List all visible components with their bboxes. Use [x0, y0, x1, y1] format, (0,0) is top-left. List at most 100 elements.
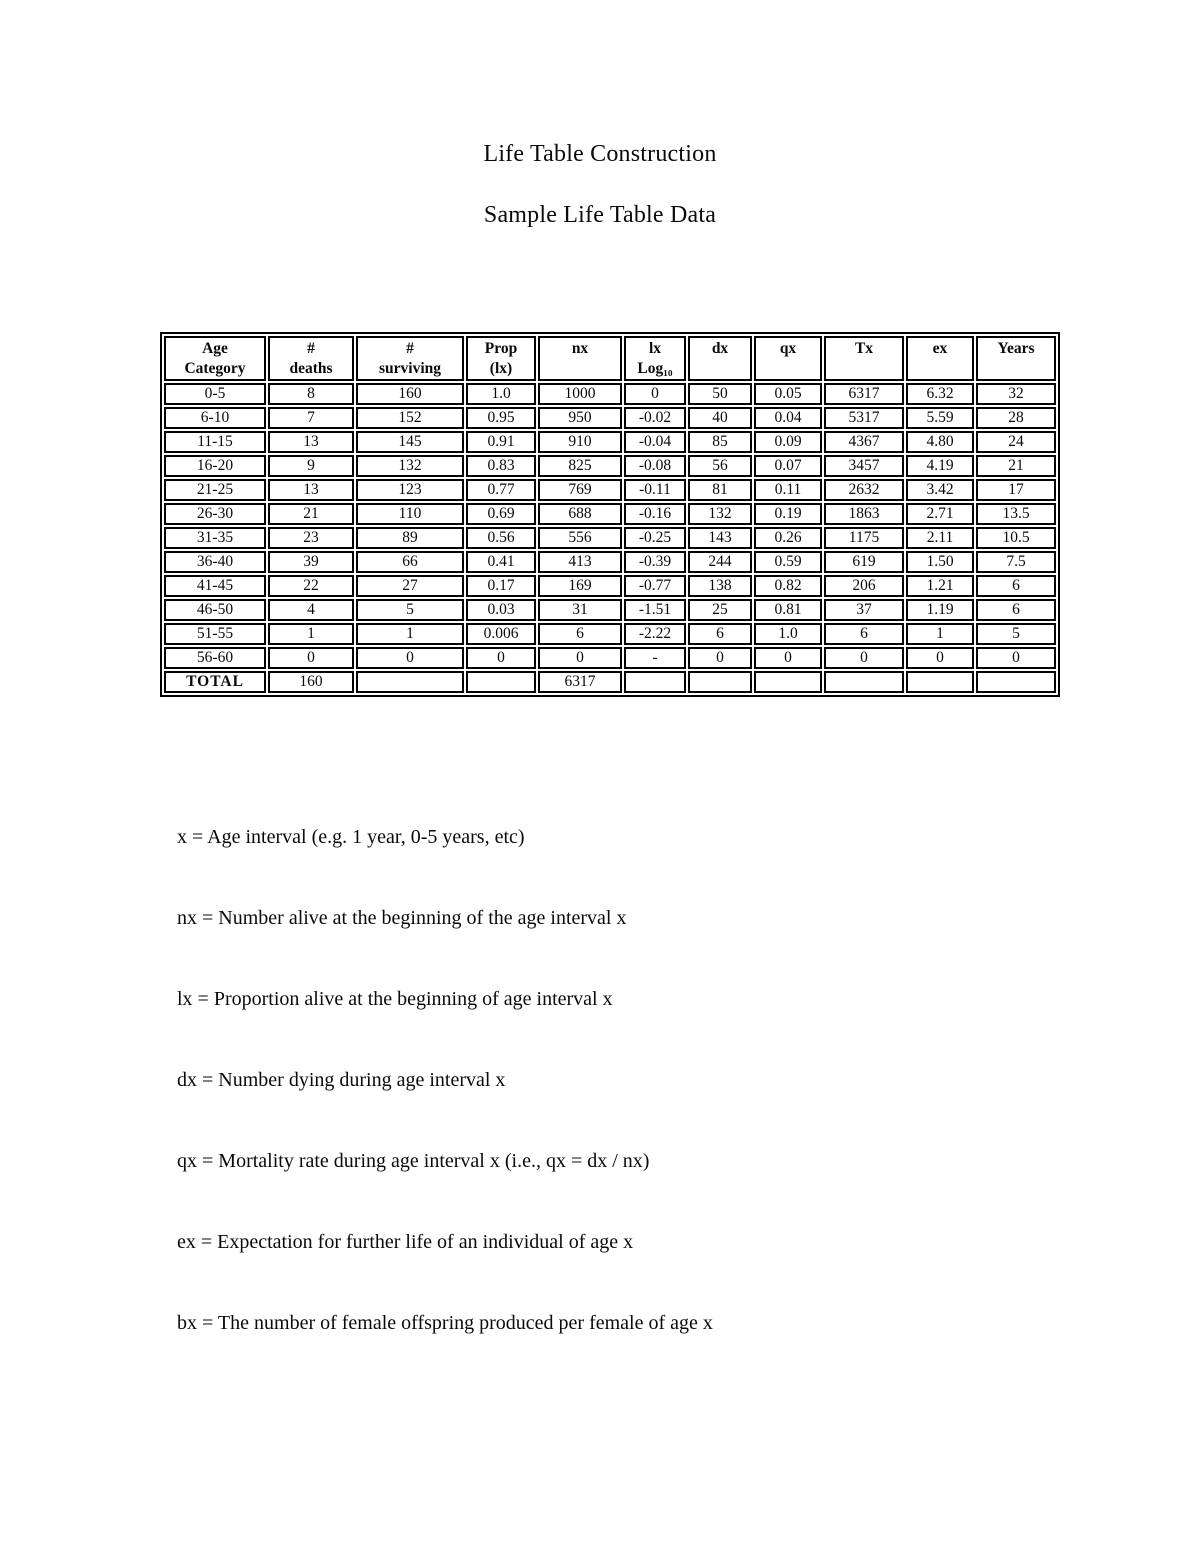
table-cell: -0.04	[624, 431, 686, 453]
table-cell: -0.08	[624, 455, 686, 477]
table-cell: 10.5	[976, 527, 1056, 549]
table-cell: 4	[268, 599, 354, 621]
table-cell: 7.5	[976, 551, 1056, 573]
table-row: 26-30 21 110 0.69 688 -0.16 132 0.19 1863 2.71 13.…	[164, 503, 1056, 525]
table-cell: 31	[538, 599, 622, 621]
table-cell: 2632	[824, 479, 904, 501]
table-cell: 0.82	[754, 575, 822, 597]
legend-line-lx: lx = Proportion alive at the beginning o…	[177, 988, 613, 1010]
table-row: 6-10 7 152 0.95 950 -0.02 40 0.04 5317 5.59 28	[164, 407, 1056, 429]
column-header: lx Log₁₀	[624, 336, 686, 381]
table-cell: 1	[906, 623, 974, 645]
table-cell: 13	[268, 479, 354, 501]
table-cell	[624, 671, 686, 693]
table-cell: 0.07	[754, 455, 822, 477]
table-cell: -0.02	[624, 407, 686, 429]
column-header: # deaths	[268, 336, 354, 381]
table-row: 46-50 4 5 0.03 31 -1.51 25 0.81 37 1.19 6	[164, 599, 1056, 621]
table-cell: 1000	[538, 383, 622, 405]
column-header: ex	[906, 336, 974, 381]
table-cell: 21	[268, 503, 354, 525]
table-cell: -1.51	[624, 599, 686, 621]
table-cell: 145	[356, 431, 464, 453]
table-cell: -0.39	[624, 551, 686, 573]
table-cell: 1.0	[754, 623, 822, 645]
table-cell: 0.77	[466, 479, 536, 501]
table-cell: -	[624, 647, 686, 669]
legend-line-nx: nx = Number alive at the beginning of th…	[177, 907, 627, 929]
table-cell: 36-40	[164, 551, 266, 573]
table-cell: 0.69	[466, 503, 536, 525]
table-cell: 40	[688, 407, 752, 429]
table-cell: 17	[976, 479, 1056, 501]
table-cell	[824, 671, 904, 693]
table-cell: 169	[538, 575, 622, 597]
table-cell: 0.17	[466, 575, 536, 597]
table-row: 51-55 1 1 0.006 6 -2.22 6 1.0 6 1 5	[164, 623, 1056, 645]
legend-line-bx: bx = The number of female offspring prod…	[177, 1312, 713, 1334]
table-cell: 6317	[824, 383, 904, 405]
table-cell: 132	[356, 455, 464, 477]
table-cell: 37	[824, 599, 904, 621]
table-cell: 4.19	[906, 455, 974, 477]
table-cell	[688, 671, 752, 693]
table-cell: 0.006	[466, 623, 536, 645]
table-cell: 31-35	[164, 527, 266, 549]
table-cell: 5.59	[906, 407, 974, 429]
table-cell: 6.32	[906, 383, 974, 405]
header-row: Age Category # deaths # surviving Prop (lx) nx lx…	[164, 336, 1056, 381]
table-cell: 0	[356, 647, 464, 669]
table-cell: 0.03	[466, 599, 536, 621]
table-row: 0-5 8 160 1.0 1000 0 50 0.05 6317 6.32 32	[164, 383, 1056, 405]
table-cell: 0	[688, 647, 752, 669]
table-row: 36-40 39 66 0.41 413 -0.39 244 0.59 619 1.50 7.5	[164, 551, 1056, 573]
table-cell: 0.59	[754, 551, 822, 573]
table-row: 41-45 22 27 0.17 169 -0.77 138 0.82 206 1.21 6	[164, 575, 1056, 597]
table-cell: -0.11	[624, 479, 686, 501]
table-cell: 6317	[538, 671, 622, 693]
life-table-body: 0-5 8 160 1.0 1000 0 50 0.05 6317 6.32 32 6-10 7 152 0…	[164, 383, 1056, 693]
table-cell: 25	[688, 599, 752, 621]
table-cell: 244	[688, 551, 752, 573]
table-cell: TOTAL	[164, 671, 266, 693]
table-cell: 0.05	[754, 383, 822, 405]
table-cell: 4.80	[906, 431, 974, 453]
table-cell: 13	[268, 431, 354, 453]
table-cell: 0.04	[754, 407, 822, 429]
table-cell: 26-30	[164, 503, 266, 525]
column-header: Years	[976, 336, 1056, 381]
table-cell: 0	[538, 647, 622, 669]
column-header: Age Category	[164, 336, 266, 381]
table-cell: 1.21	[906, 575, 974, 597]
table-cell: 0	[754, 647, 822, 669]
table-cell: 23	[268, 527, 354, 549]
table-cell: 152	[356, 407, 464, 429]
table-cell: 85	[688, 431, 752, 453]
table-cell: 6-10	[164, 407, 266, 429]
table-row: 21-25 13 123 0.77 769 -0.11 81 0.11 2632 3.42 17	[164, 479, 1056, 501]
table-cell: 1.50	[906, 551, 974, 573]
table-cell: 16-20	[164, 455, 266, 477]
life-table-header: Age Category # deaths # surviving Prop (lx) nx lx…	[164, 336, 1056, 381]
table-cell: 123	[356, 479, 464, 501]
table-cell: 950	[538, 407, 622, 429]
table-cell: 21-25	[164, 479, 266, 501]
table-cell: 21	[976, 455, 1056, 477]
table-cell: 619	[824, 551, 904, 573]
table-cell: -2.22	[624, 623, 686, 645]
table-cell: 413	[538, 551, 622, 573]
table-cell	[356, 671, 464, 693]
table-cell: 1863	[824, 503, 904, 525]
legend-line-x: x = Age interval (e.g. 1 year, 0-5 years…	[177, 826, 525, 848]
table-cell: 1.19	[906, 599, 974, 621]
table-cell: 28	[976, 407, 1056, 429]
table-cell: 0	[268, 647, 354, 669]
table-cell	[906, 671, 974, 693]
column-header: nx	[538, 336, 622, 381]
table-cell: 556	[538, 527, 622, 549]
document-subtitle: Sample Life Table Data	[483, 202, 717, 228]
table-cell	[754, 671, 822, 693]
table-cell: 39	[268, 551, 354, 573]
table-cell: 0.81	[754, 599, 822, 621]
